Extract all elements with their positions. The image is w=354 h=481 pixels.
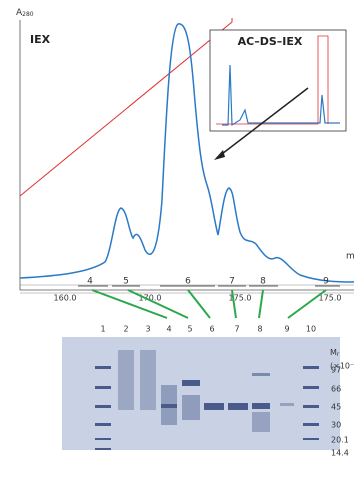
marker-label: 66: [331, 385, 341, 394]
gel: [62, 337, 340, 450]
lane-label: 1: [100, 325, 105, 334]
marker-label: 30: [331, 421, 341, 430]
lane-label: 10: [306, 325, 316, 334]
lane-label: 5: [187, 325, 192, 334]
fraction-label: 4: [87, 277, 93, 287]
fraction-label: 7: [229, 277, 235, 287]
arrow-head: [214, 150, 225, 160]
marker-label: 20.1: [331, 436, 349, 445]
x-tick-label: 160.0: [54, 294, 77, 303]
fraction-label: 6: [185, 277, 191, 287]
lane-label: 7: [234, 325, 239, 334]
lane-label: 2: [123, 325, 128, 334]
marker-label: 97: [331, 366, 341, 375]
fraction-label: 8: [260, 277, 266, 287]
fraction-label: 5: [123, 277, 129, 287]
figure: A280 IEX m AC–DS–IEX 160.0 170.0 175.0 1…: [0, 0, 354, 477]
inset-label: AC–DS–IEX: [238, 35, 303, 48]
lane-label: 8: [257, 325, 262, 334]
fraction-label: 9: [323, 277, 329, 287]
fraction-arrows: [92, 290, 326, 318]
panel-label: IEX: [30, 33, 51, 46]
gradient-line: [20, 18, 232, 196]
marker-label: 14.4: [331, 449, 349, 458]
marker-label: 45: [331, 403, 341, 412]
lane-label: 4: [166, 325, 171, 334]
y-axis-label: A280: [16, 8, 34, 18]
x-tick-label: 175.0: [319, 294, 342, 303]
lane-label: 9: [284, 325, 289, 334]
lane-label: 3: [145, 325, 150, 334]
lane-label: 6: [209, 325, 214, 334]
x-unit: m: [346, 252, 354, 262]
